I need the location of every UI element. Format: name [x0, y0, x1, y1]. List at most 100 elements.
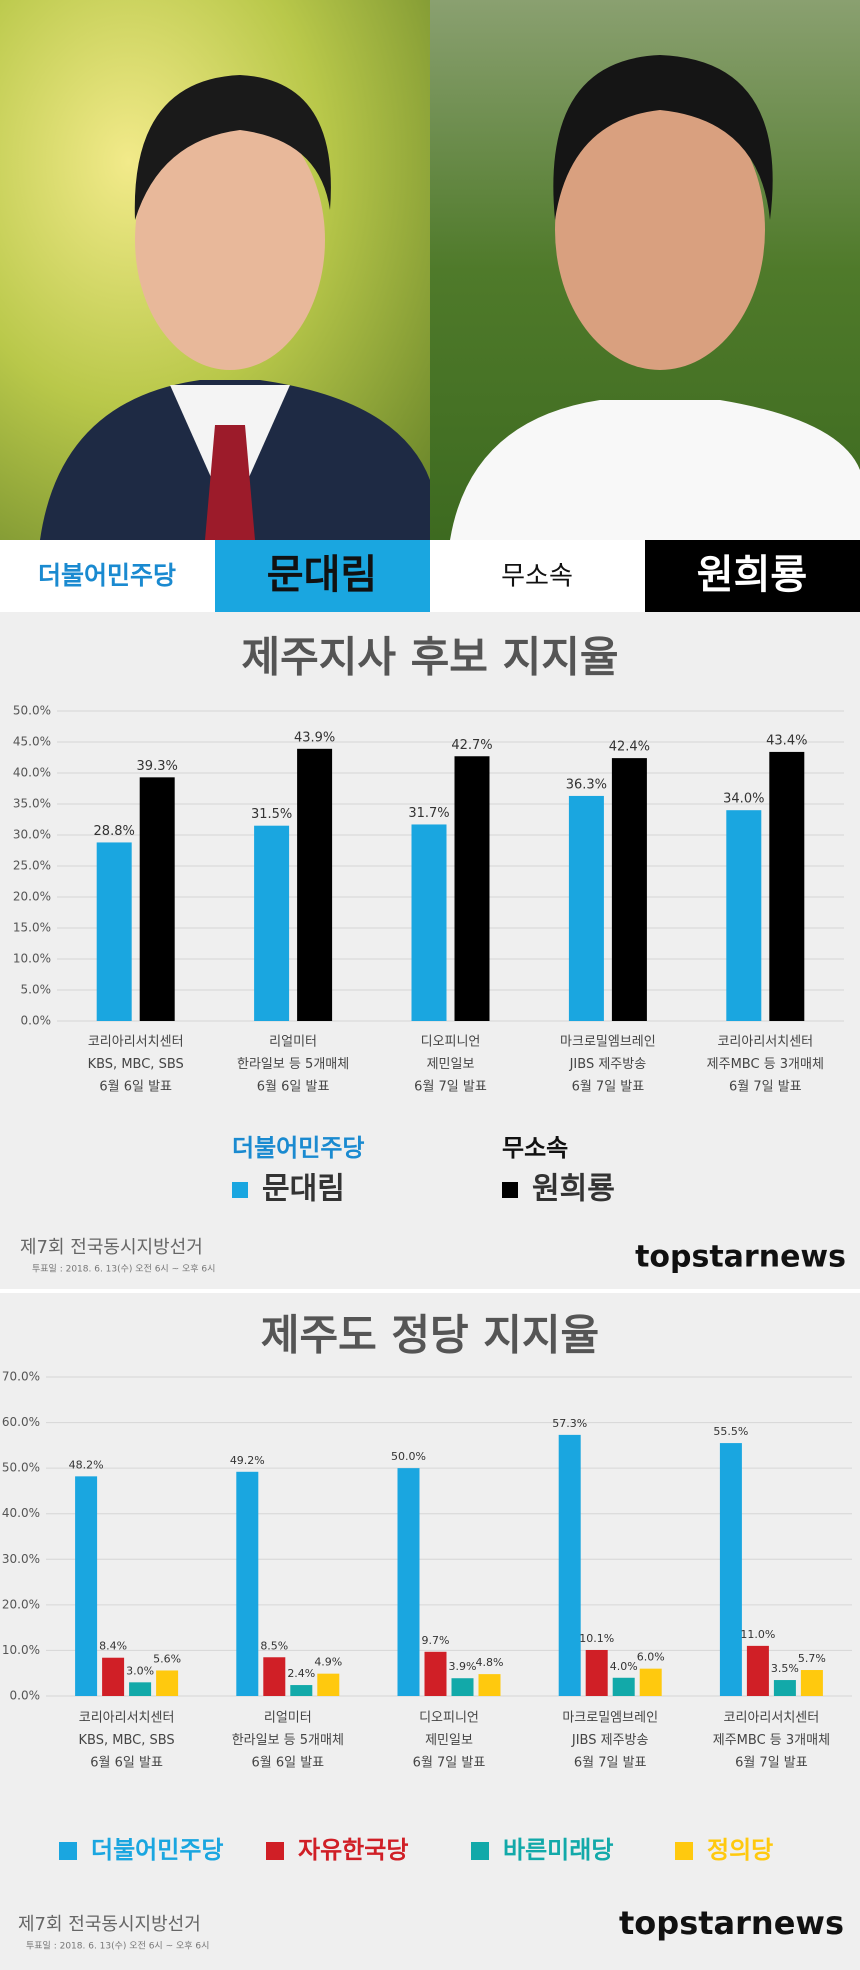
value-label: 50.0%: [391, 1450, 426, 1463]
bar: [746, 1645, 769, 1696]
value-label: 10.1%: [579, 1632, 614, 1645]
value-label: 9.7%: [422, 1634, 450, 1647]
legend-label: 더불어민주당: [91, 1836, 223, 1864]
x-tick-label: 6월 6일 발표: [257, 1080, 330, 1095]
x-tick-label: 한라일보 등 5개매체: [232, 1733, 344, 1748]
x-tick-label: 디오피니언: [421, 1035, 481, 1050]
bar: [263, 1657, 286, 1696]
x-tick-label: 리얼미터: [269, 1035, 317, 1050]
value-label: 43.4%: [766, 733, 807, 748]
x-tick-label: 코리아리서치센터: [724, 1711, 820, 1726]
value-label: 4.0%: [610, 1660, 638, 1673]
legend-swatch: [471, 1842, 489, 1860]
value-label: 57.3%: [552, 1417, 587, 1430]
y-tick-label: 35.0%: [13, 797, 51, 811]
legend-label: 정의당: [707, 1836, 773, 1864]
x-tick-label: JIBS 제주방송: [571, 1733, 649, 1748]
party-box: [430, 540, 645, 612]
candidate-name: 원희룡: [697, 552, 807, 598]
election-label: 제7회 전국동시지방선거: [20, 1237, 203, 1258]
x-tick-label: 제민일보: [425, 1733, 473, 1748]
bar: [800, 1670, 823, 1696]
bar: [236, 1471, 259, 1696]
x-tick-label: 6월 6일 발표: [99, 1080, 172, 1095]
x-tick-label: 6월 7일 발표: [735, 1756, 808, 1771]
value-label: 34.0%: [723, 792, 764, 807]
bar: [139, 777, 175, 1021]
value-label: 8.4%: [99, 1640, 127, 1653]
bar: [568, 795, 604, 1021]
value-label: 4.8%: [476, 1656, 504, 1669]
x-tick-label: 마크로밀엠브레인: [560, 1035, 656, 1050]
legend-swatch: [502, 1182, 518, 1198]
bar: [726, 810, 762, 1021]
bar: [451, 1678, 474, 1696]
y-tick-label: 70.0%: [2, 1370, 40, 1384]
y-tick-label: 5.0%: [21, 983, 52, 997]
y-tick-label: 25.0%: [13, 859, 51, 873]
chart-title: 제주도 정당 지지율: [261, 1311, 599, 1360]
x-tick-label: 6월 7일 발표: [729, 1080, 802, 1095]
x-tick-label: 6월 7일 발표: [413, 1756, 486, 1771]
value-label: 3.9%: [449, 1660, 477, 1673]
bar: [397, 1468, 420, 1696]
name-box: [645, 540, 860, 612]
bar: [317, 1673, 340, 1696]
legend-swatch: [675, 1842, 693, 1860]
y-tick-label: 15.0%: [13, 921, 51, 935]
y-tick-label: 50.0%: [13, 704, 51, 718]
bar: [156, 1670, 179, 1696]
bar: [719, 1443, 742, 1696]
vote-date: 투표일 : 2018. 6. 13(수) 오전 6시 ~ 오후 6시: [32, 1264, 215, 1275]
bar: [129, 1682, 152, 1696]
x-tick-label: KBS, MBC, SBS: [88, 1057, 184, 1072]
x-tick-label: 코리아리서치센터: [717, 1035, 813, 1050]
y-tick-label: 30.0%: [13, 828, 51, 842]
y-tick-label: 45.0%: [13, 735, 51, 749]
value-label: 36.3%: [566, 777, 607, 792]
bar: [96, 842, 132, 1021]
brand: topstarnews: [635, 1240, 846, 1275]
hair: [553, 55, 773, 220]
party-box: [0, 540, 215, 612]
vote-date: 투표일 : 2018. 6. 13(수) 오전 6시 ~ 오후 6시: [26, 1941, 209, 1952]
x-tick-label: 코리아리서치센터: [88, 1035, 184, 1050]
name-box: [215, 540, 430, 612]
x-tick-label: 6월 7일 발표: [414, 1080, 487, 1095]
value-label: 28.8%: [94, 824, 135, 839]
bar: [769, 751, 805, 1021]
bar: [102, 1657, 125, 1696]
bar: [411, 824, 447, 1021]
x-tick-label: 한라일보 등 5개매체: [237, 1057, 349, 1072]
legend-swatch: [232, 1182, 248, 1198]
legend-party: 더불어민주당: [232, 1134, 364, 1162]
x-tick-label: JIBS 제주방송: [569, 1057, 647, 1072]
y-tick-label: 60.0%: [2, 1415, 40, 1429]
value-label: 42.7%: [451, 738, 492, 753]
bar: [611, 758, 647, 1021]
value-label: 31.5%: [251, 807, 292, 822]
y-tick-label: 30.0%: [2, 1552, 40, 1566]
election-label: 제7회 전국동시지방선거: [18, 1914, 201, 1935]
value-label: 5.7%: [798, 1652, 826, 1665]
value-label: 43.9%: [294, 730, 335, 745]
value-label: 8.5%: [260, 1639, 288, 1652]
value-label: 42.4%: [609, 740, 650, 755]
legend-label: 바른미래당: [503, 1836, 613, 1864]
value-label: 48.2%: [69, 1458, 104, 1471]
shirt: [450, 400, 860, 540]
bar: [290, 1685, 313, 1696]
bar: [424, 1651, 447, 1696]
legend-swatch: [59, 1842, 77, 1860]
value-label: 2.4%: [287, 1667, 315, 1680]
value-label: 4.9%: [314, 1656, 342, 1669]
party-label: 무소속: [501, 562, 573, 592]
value-label: 49.2%: [230, 1454, 265, 1467]
bar: [297, 748, 333, 1021]
y-tick-label: 10.0%: [2, 1643, 40, 1657]
panel: [0, 1293, 860, 1970]
x-tick-label: 마크로밀엠브레인: [562, 1711, 658, 1726]
value-label: 3.0%: [126, 1664, 154, 1677]
